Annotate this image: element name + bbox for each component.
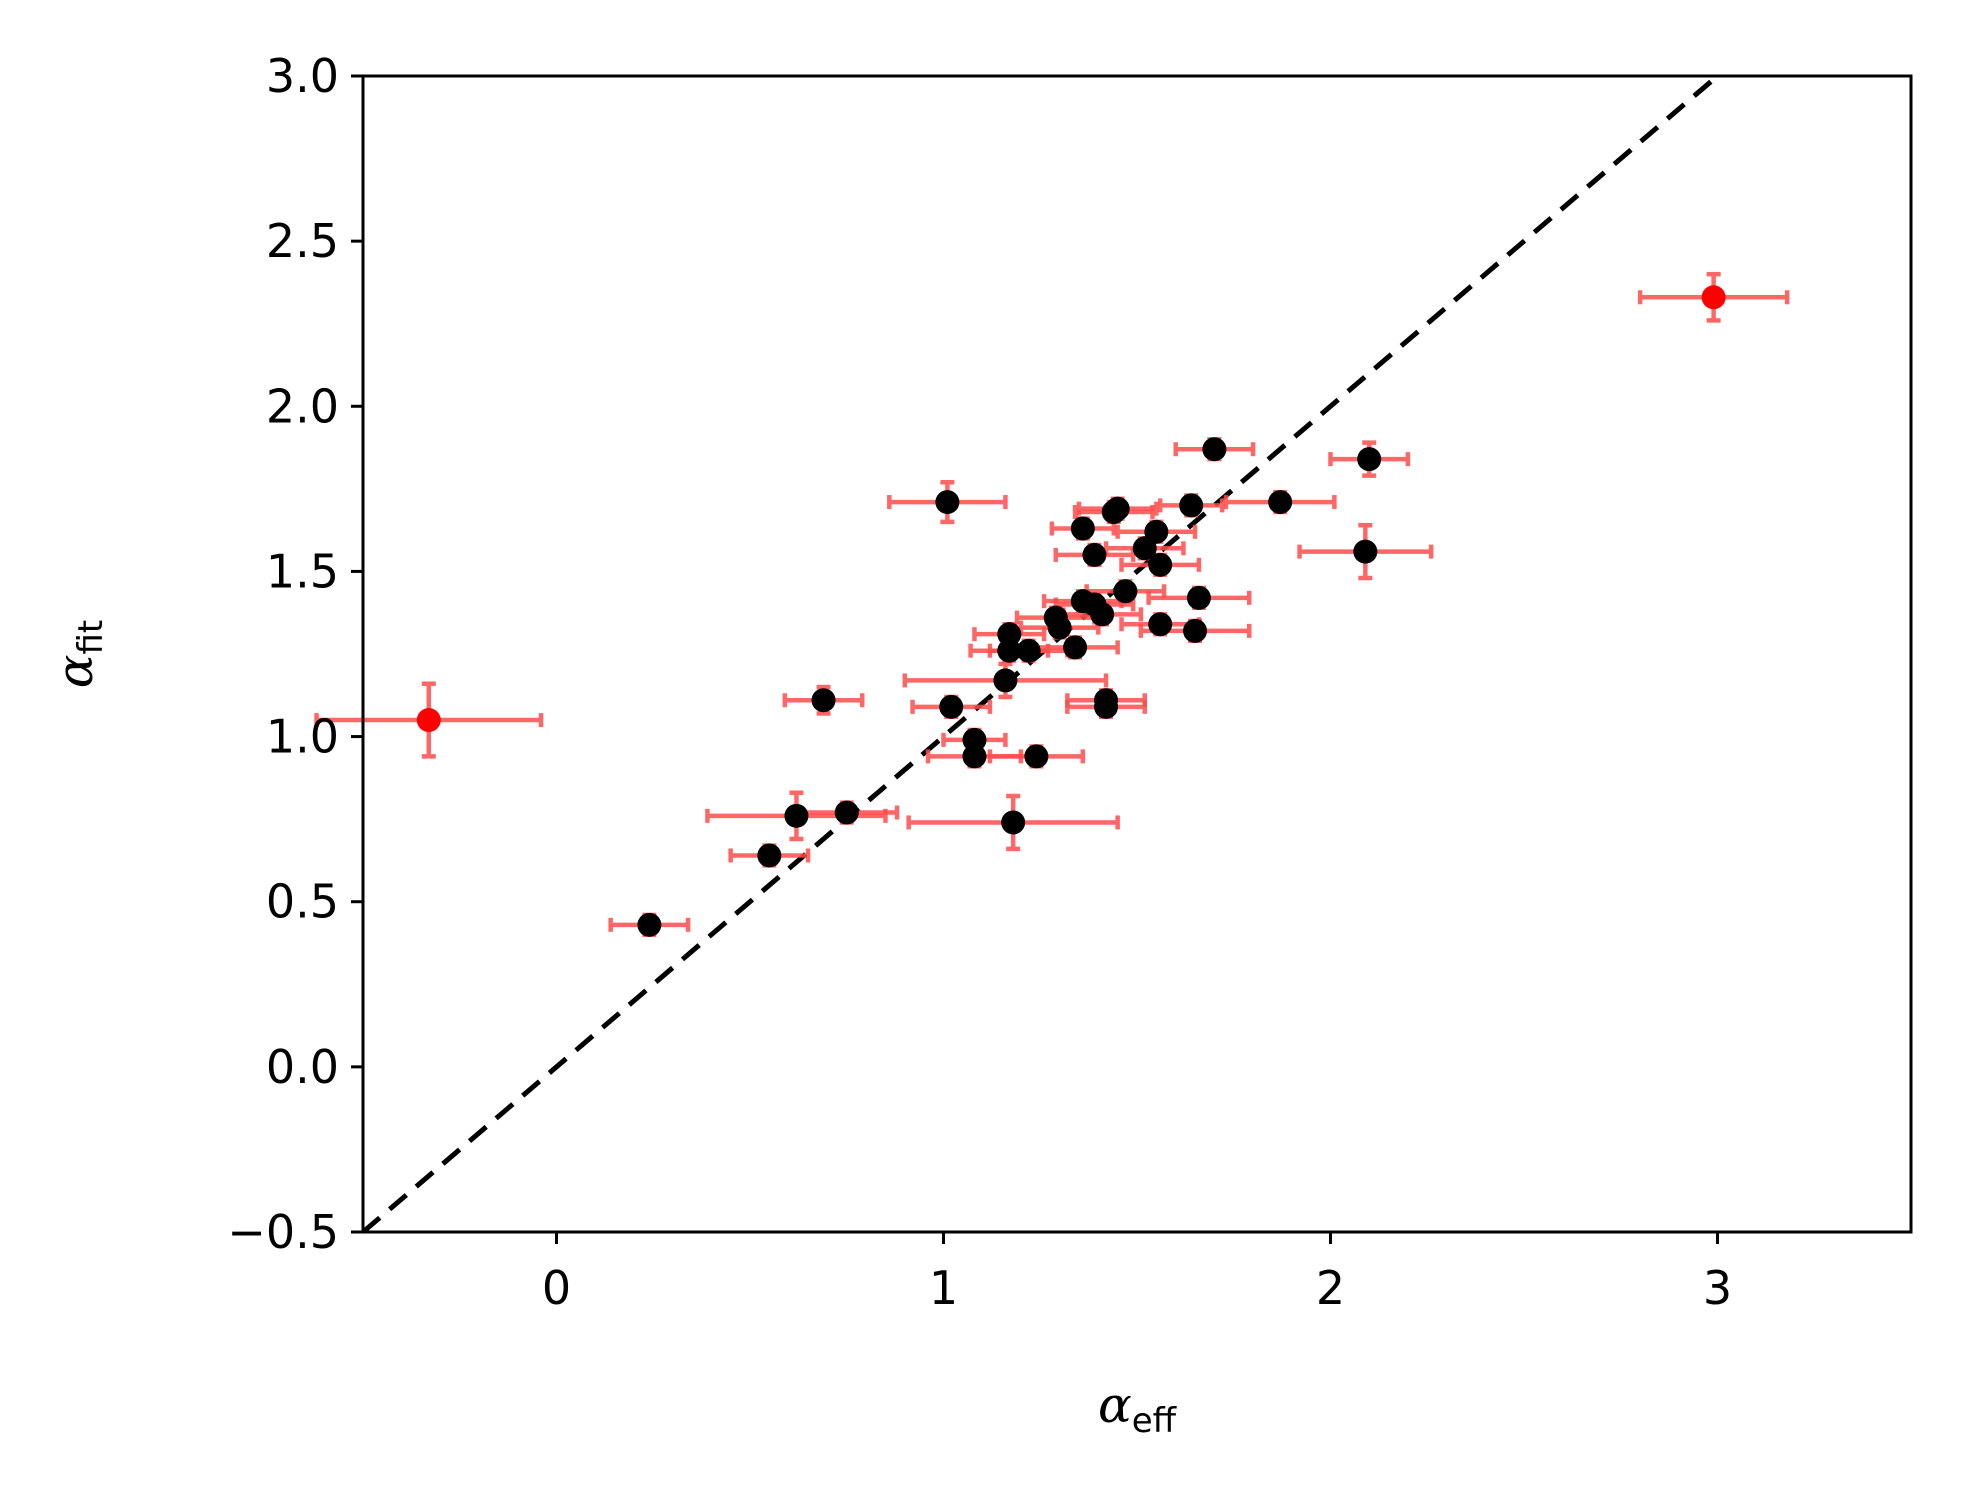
identity-reference-line [361, 74, 1720, 1234]
data-point [1268, 490, 1293, 515]
data-point [935, 490, 960, 515]
point-layer [416, 285, 1726, 937]
data-point [1353, 539, 1378, 564]
x-tick-label: 0 [542, 1261, 571, 1315]
outlier-point [416, 708, 441, 733]
data-point [1357, 447, 1382, 472]
data-point [1047, 615, 1072, 640]
data-point [997, 638, 1022, 663]
y-tick-label: 0.5 [266, 875, 339, 929]
data-point [1024, 744, 1049, 769]
data-point [997, 622, 1022, 647]
data-point [1082, 592, 1107, 617]
data-point [1082, 542, 1107, 567]
data-point [811, 688, 836, 713]
x-tick-label: 1 [929, 1261, 958, 1315]
y-tick-label: 2.0 [266, 379, 339, 433]
data-point [1070, 516, 1095, 541]
data-point [1101, 499, 1126, 524]
data-point [1016, 638, 1041, 663]
data-point [1113, 579, 1138, 604]
data-point [1094, 694, 1119, 719]
data-point [784, 803, 809, 828]
data-point [962, 727, 987, 752]
data-point [1179, 493, 1204, 518]
x-axis-ticks: 0 1 2 3 [542, 1232, 1732, 1315]
y-tick-label: 3.0 [266, 49, 339, 103]
y-tick-label: 1.0 [266, 710, 339, 764]
data-point [834, 800, 859, 825]
data-point [637, 912, 662, 937]
x-axis-label: αeff [1098, 1376, 1178, 1441]
data-point [1148, 552, 1173, 577]
x-tick-label: 2 [1316, 1261, 1345, 1315]
data-point [1202, 437, 1227, 462]
y-axis-ticks: −0.5 0.0 0.5 1.0 1.5 2.0 2.5 3.0 [227, 49, 363, 1259]
data-point [1183, 618, 1208, 643]
data-point [962, 744, 987, 769]
data-point [993, 668, 1018, 693]
outlier-point [1701, 285, 1726, 310]
y-tick-label: −0.5 [227, 1205, 339, 1259]
y-axis-label: αfit [46, 620, 111, 689]
y-tick-label: 1.5 [266, 544, 339, 598]
data-point [757, 843, 782, 868]
data-point [1186, 585, 1211, 610]
data-point [1063, 635, 1088, 660]
data-point [1144, 519, 1169, 544]
reference-line-layer [361, 74, 1720, 1234]
x-tick-label: 3 [1703, 1261, 1732, 1315]
data-point [939, 694, 964, 719]
y-tick-label: 0.0 [266, 1040, 339, 1094]
data-point [1001, 810, 1026, 835]
plot-frame [361, 74, 1913, 1234]
y-tick-label: 2.5 [266, 214, 339, 268]
data-point [1148, 612, 1173, 637]
